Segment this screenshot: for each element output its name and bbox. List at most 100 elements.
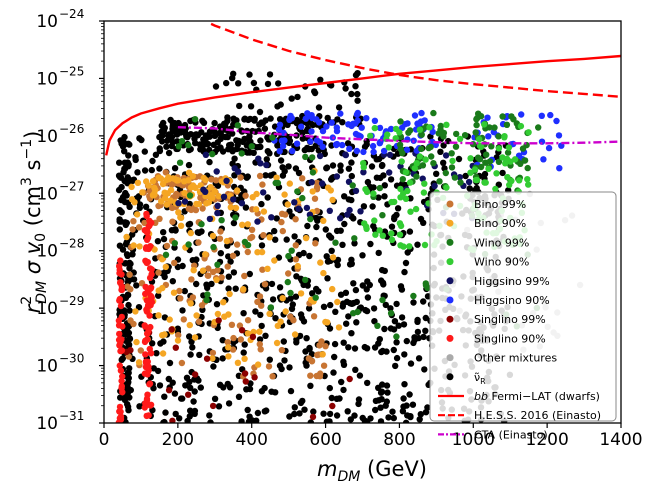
data-point-nu-r [339, 303, 346, 310]
data-point-nu-r [154, 238, 162, 245]
data-point-bino-99- [176, 287, 183, 295]
data-point-bino-99- [130, 218, 137, 225]
data-point-wino-90- [467, 155, 474, 162]
data-point-bino-90- [208, 191, 215, 199]
data-point-nu-r [230, 269, 238, 276]
data-point-higgsino-90- [387, 125, 395, 133]
data-point-bino-99- [259, 266, 266, 273]
data-point-nu-r [211, 395, 219, 402]
data-point-nu-r [230, 219, 238, 227]
data-point-bino-90- [221, 313, 228, 320]
data-point-nu-r [311, 89, 319, 97]
data-point-bino-90- [177, 214, 184, 221]
data-point-nu-r [203, 281, 210, 288]
data-point-wino-99- [508, 113, 515, 120]
data-point-nu-r [381, 182, 388, 189]
data-point-singlino-90- [145, 327, 152, 335]
data-point-wino-90- [412, 205, 420, 213]
data-point-nu-r [118, 209, 125, 216]
data-point-nu-r [185, 146, 193, 154]
data-point-nu-r [288, 95, 295, 102]
data-point-wino-99- [424, 284, 431, 291]
data-point-nu-r [387, 305, 394, 312]
data-point-higgsino-90- [308, 128, 315, 135]
data-point-singlino-99- [242, 378, 249, 385]
data-point-nu-r [257, 143, 264, 151]
data-point-nu-r [352, 286, 360, 294]
data-point-nu-r [433, 170, 440, 177]
data-point-nu-r [351, 345, 359, 352]
data-point-nu-r [403, 337, 410, 345]
data-point-higgsino-90- [350, 120, 357, 128]
data-point-bino-90- [134, 211, 141, 218]
legend-marker-wino-90- [446, 258, 454, 266]
data-point-bino-90- [250, 328, 257, 336]
data-point-nu-r [269, 296, 277, 303]
data-point-wino-99- [185, 241, 192, 248]
data-point-nu-r [347, 416, 354, 423]
data-point-bino-99- [228, 321, 236, 328]
data-point-nu-r [157, 340, 164, 347]
data-point-bino-90- [329, 285, 336, 293]
data-point-nu-r [213, 301, 221, 308]
data-point-nu-r [116, 173, 124, 181]
data-point-wino-99- [495, 133, 502, 140]
data-point-nu-r [256, 336, 264, 343]
data-point-nu-r [314, 217, 321, 224]
data-point-nu-r [116, 226, 124, 233]
data-point-nu-r [317, 76, 324, 84]
data-point-singlino-99- [329, 402, 336, 410]
data-point-bino-90- [335, 324, 343, 331]
data-point-nu-r [160, 419, 167, 423]
data-point-bino-90- [145, 182, 152, 189]
data-point-nu-r [193, 280, 200, 288]
data-point-singlino-99- [185, 391, 192, 398]
data-point-bino-99- [279, 227, 286, 235]
data-point-nu-r [135, 304, 143, 311]
data-point-nu-r [353, 319, 360, 326]
data-point-wino-99- [430, 160, 437, 167]
data-point-bino-99- [285, 270, 292, 277]
data-point-nu-r [141, 167, 149, 174]
data-point-wino-99- [272, 179, 279, 187]
data-point-nu-r [390, 414, 397, 422]
data-point-bino-99- [256, 172, 264, 180]
data-point-singlino-99- [251, 374, 258, 381]
data-point-nu-r [129, 251, 136, 258]
data-point-wino-99- [519, 145, 527, 152]
data-point-nu-r [393, 339, 400, 346]
data-point-higgsino-90- [429, 128, 436, 136]
data-point-bino-90- [186, 321, 193, 329]
data-point-singlino-90- [146, 222, 153, 229]
data-point-nu-r [273, 215, 280, 222]
data-point-bino-99- [292, 256, 300, 263]
x-tick-label: 400 [235, 430, 267, 450]
data-point-nu-r [414, 328, 422, 336]
data-point-nu-r [339, 241, 346, 248]
data-point-nu-r [421, 366, 428, 373]
data-point-higgsino-90- [339, 141, 346, 149]
data-point-higgsino-99- [230, 196, 237, 203]
line-bb-fermi-lat-dwarfs- [105, 54, 621, 156]
data-point-wino-99- [495, 158, 503, 165]
data-point-nu-r [277, 157, 285, 164]
data-point-higgsino-90- [376, 124, 384, 132]
data-point-nu-r [186, 333, 193, 340]
data-point-nu-r [388, 223, 396, 230]
data-point-higgsino-99- [175, 200, 182, 207]
data-point-wino-99- [397, 118, 404, 125]
data-point-nu-r [381, 193, 388, 200]
data-point-nu-r [250, 79, 258, 87]
data-point-higgsino-90- [275, 126, 283, 133]
data-point-nu-r [233, 137, 240, 144]
legend-marker-nu-r [446, 373, 454, 381]
data-point-wino-99- [436, 178, 443, 185]
data-point-nu-r [258, 242, 266, 249]
data-point-nu-r [212, 83, 220, 90]
data-point-higgsino-90- [417, 118, 425, 125]
data-point-higgsino-99- [214, 209, 221, 217]
data-point-nu-r [138, 136, 145, 144]
data-point-higgsino-90- [333, 124, 340, 131]
data-point-wino-99- [399, 176, 406, 183]
data-point-nu-r [169, 278, 176, 285]
